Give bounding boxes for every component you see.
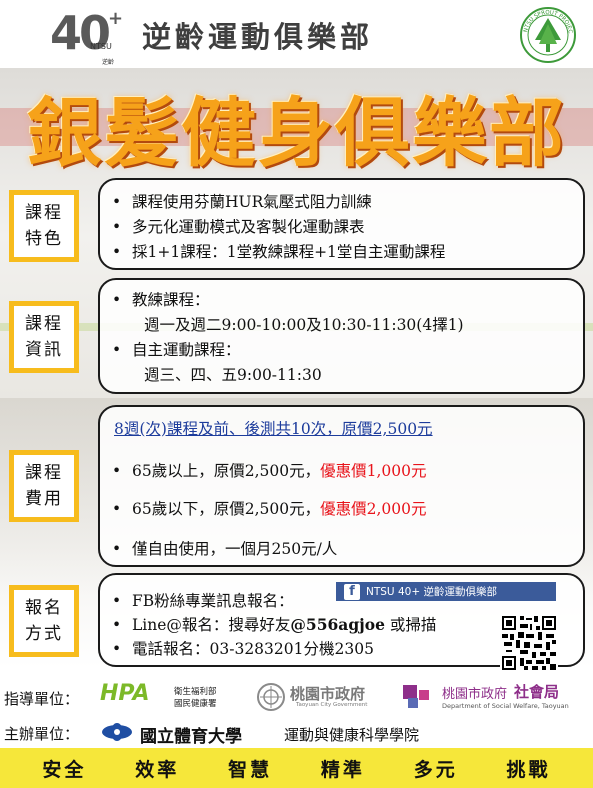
- self-course-title: • 自主運動課程：: [112, 341, 241, 359]
- fee-over65: • 65歲以上，原價2,500元，優惠價1,000元: [112, 462, 427, 480]
- label-features: 課程 特色: [9, 190, 79, 262]
- signup-fb: • FB粉絲專業訊息報名：: [112, 592, 294, 610]
- footer-word-3: 智慧: [228, 758, 273, 781]
- line-id: @556agjoe: [290, 615, 385, 634]
- feature-item-2: • 多元化運動模式及客製化運動課表: [112, 218, 365, 236]
- hpa-mark: HPA: [100, 681, 150, 706]
- university-name: 國立體育大學: [140, 727, 242, 747]
- taoyuan-gov-name: 桃園市政府: [290, 685, 366, 703]
- label-info-line1: 課程: [25, 314, 63, 334]
- fee-under65-discount: 優惠價2,000元: [320, 500, 427, 518]
- coach-course-title: • 教練課程：: [112, 291, 210, 309]
- footer-word-6: 挑戰: [506, 758, 551, 781]
- facebook-page-banner[interactable]: f NTSU 40+ 逆齡運動俱樂部: [336, 582, 556, 601]
- features-box: • 課程使用芬蘭HUR氣壓式阻力訓練 • 多元化運動模式及客製化運動課表 • 採1+1…: [98, 178, 585, 270]
- facebook-icon: f: [344, 583, 360, 600]
- label-signup-line1: 報名: [25, 598, 63, 618]
- taoyuan-gov-en: Taoyuan City Government: [296, 702, 368, 708]
- hpa-sub2: 國民健康署: [174, 699, 217, 709]
- fee-under65: • 65歲以下，原價2,500元，優惠價2,000元: [112, 500, 427, 518]
- college-name: 運動與健康科學學院: [284, 726, 420, 744]
- social-bureau-icon: [403, 685, 429, 708]
- footer-bar: 安全 效率 智慧 精準 多元 挑戰: [0, 748, 593, 788]
- background-red-band: [0, 108, 593, 146]
- fee-free-use: • 僅自由使用，一個月250元/人: [112, 540, 338, 558]
- self-course-time: 週三、四、五9:00-11:30: [144, 366, 322, 384]
- footer-word-1: 安全: [42, 758, 87, 781]
- taoyuan-emblem-icon: [257, 683, 285, 711]
- social-bureau-prefix: 桃園市政府: [442, 687, 508, 702]
- fee-over65-discount: 優惠價1,000元: [320, 462, 427, 480]
- label-fees-line1: 課程: [25, 463, 63, 483]
- logo-sub: 逆齡: [102, 59, 115, 66]
- logo-ntsu: NTSU: [90, 42, 112, 51]
- sprout-project-logo: NTSU SPROUT PROJECT: [519, 6, 576, 63]
- label-fees-line2: 費用: [25, 489, 63, 509]
- label-signup-line2: 方式: [25, 624, 63, 644]
- guide-label: 指導單位：: [4, 690, 80, 708]
- hpa-logo: HPA 衛生福利部 國民健康署: [100, 681, 230, 711]
- label-fees: 課程 費用: [9, 450, 79, 522]
- info-box: • 教練課程： 週一及週二9:00-10:00及10:30-11:30(4擇1) …: [98, 278, 585, 394]
- logo-number: 40: [50, 6, 111, 60]
- social-bureau-logo: 桃園市政府 社會局 Department of Social Welfare, …: [402, 681, 587, 713]
- label-info: 課程 資訊: [9, 301, 79, 373]
- coach-course-time: 週一及週二9:00-10:00及10:30-11:30(4擇1): [144, 316, 464, 334]
- feature-item-1: • 課程使用芬蘭HUR氣壓式阻力訓練: [112, 193, 372, 211]
- taoyuan-gov-logo: 桃園市政府 Taoyuan City Government: [256, 681, 386, 713]
- social-bureau-name: 社會局: [514, 683, 560, 701]
- university-emblem-icon: [102, 723, 132, 741]
- label-features-line1: 課程: [25, 203, 63, 223]
- signup-phone: • 電話報名：03-3283201分機2305: [112, 640, 374, 658]
- label-features-line2: 特色: [25, 229, 63, 249]
- host-label: 主辦單位：: [4, 725, 80, 743]
- ntsu-40-logo: 40 + NTSU 逆齡: [50, 6, 125, 66]
- fees-headline: 8週(次)課程及前、後測共10次，原價2,500元: [114, 420, 433, 438]
- hpa-sub1: 衛生福利部: [174, 687, 217, 697]
- social-bureau-en: Department of Social Welfare, Taoyuan: [442, 702, 569, 710]
- top-title: 逆齡運動俱樂部: [142, 20, 374, 54]
- footer-word-4: 精準: [320, 758, 365, 781]
- label-signup: 報名 方式: [9, 585, 79, 657]
- fees-box: 8週(次)課程及前、後測共10次，原價2,500元 • 65歲以上，原價2,500…: [98, 405, 585, 567]
- footer-word-2: 效率: [135, 758, 180, 781]
- qr-code[interactable]: [500, 614, 558, 672]
- label-info-line2: 資訊: [25, 340, 63, 360]
- signup-line: • Line@報名：搜尋好友@556agjoe 或掃描: [112, 615, 437, 634]
- main-title: 銀髮健身俱樂部: [26, 89, 566, 177]
- feature-item-3: • 採1+1課程：1堂教練課程+1堂自主運動課程: [112, 243, 446, 261]
- logo-plus: +: [108, 8, 124, 29]
- footer-word-5: 多元: [413, 758, 458, 781]
- facebook-page-name: NTSU 40+ 逆齡運動俱樂部: [366, 586, 497, 598]
